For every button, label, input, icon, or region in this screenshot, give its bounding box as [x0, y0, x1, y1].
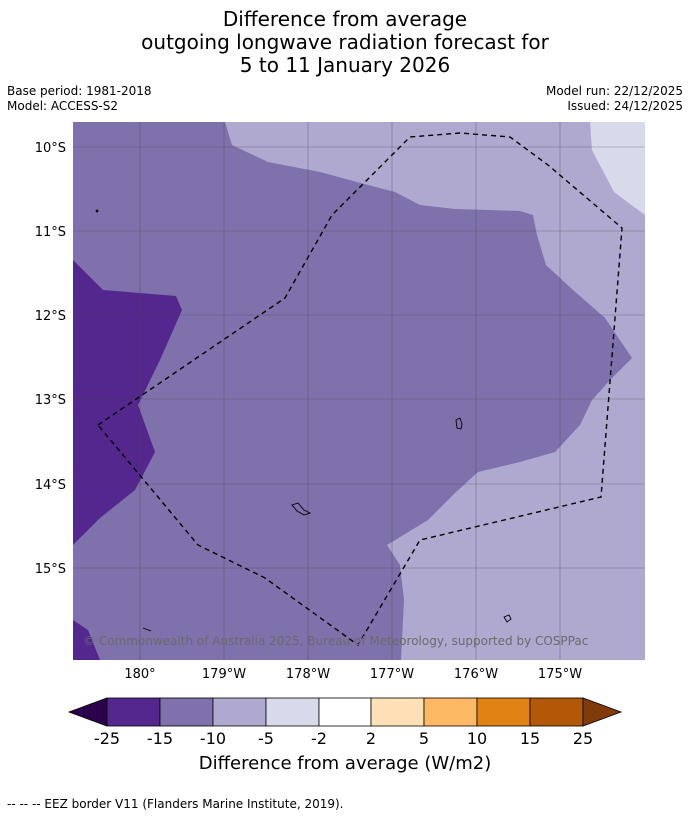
lat-label: 15°S: [35, 562, 66, 577]
island-2: [291, 502, 312, 516]
colorbar-tick: -2: [311, 729, 327, 748]
lat-label: 14°S: [35, 478, 66, 493]
colorbar-tick: 5: [418, 729, 430, 748]
lon-label: 177°W: [370, 667, 414, 682]
region-minus-25-to-15: [73, 260, 182, 545]
colorbar-swatch: [265, 697, 320, 727]
colorbar-swatch: [423, 697, 478, 727]
island-4: [142, 627, 152, 632]
colorbar-swatch: [318, 697, 372, 727]
model-run: Model run: 22/12/2025: [545, 84, 683, 98]
colorbar-tick: -5: [258, 729, 274, 748]
issued-date: Issued: 24/12/2025: [567, 99, 683, 113]
lat-labels: 10°S 11°S 12°S 13°S 14°S 15°S: [35, 141, 66, 577]
island-3: [503, 614, 512, 623]
map-title: Difference from average outgoing longwav…: [0, 8, 690, 77]
gridlines: [73, 122, 645, 660]
island-1: [455, 417, 463, 430]
lon-label: 179°W: [202, 667, 246, 682]
colorbar-swatch: [476, 697, 531, 727]
lat-label: 10°S: [35, 141, 66, 156]
colorbar-extend-high: [582, 697, 623, 727]
lon-labels: 180° 179°W 178°W 177°W 176°W 175°W: [124, 667, 582, 682]
colorbar-tick: 2: [365, 729, 377, 748]
islands: [95, 209, 512, 632]
lon-label: 178°W: [286, 667, 330, 682]
lat-label: 11°S: [35, 225, 66, 240]
colorbar-tick: 10: [466, 729, 488, 748]
map-area: [73, 122, 645, 660]
colorbar-tick: 25: [572, 729, 594, 748]
eez-legend-note: -- -- -- EEZ border V11 (Flanders Marine…: [7, 797, 344, 811]
region-minus-15-to-10: [73, 122, 632, 660]
lat-label: 13°S: [35, 393, 66, 408]
colorbar-tick: -15: [146, 729, 174, 748]
colorbar-swatch: [159, 697, 214, 727]
colorbar-tick: 15: [519, 729, 541, 748]
colorbar-extend-low: [67, 697, 108, 727]
colorbar-swatch: [212, 697, 267, 727]
title-line-1: Difference from average: [222, 7, 468, 31]
meta-left: Base period: 1981-2018 Model: ACCESS-S2: [7, 84, 152, 114]
lon-label: 175°W: [538, 667, 582, 682]
colorbar: [67, 697, 623, 727]
region-minus-25-to-15-south: [73, 620, 100, 660]
lon-label: 176°W: [454, 667, 498, 682]
copyright-text: © Commonwealth of Australia 2025, Bureau…: [83, 634, 588, 648]
colorbar-tick: -10: [199, 729, 227, 748]
colorbar-swatch: [529, 697, 584, 727]
colorbar-swatch: [106, 697, 161, 727]
title-line-3: 5 to 11 January 2026: [239, 53, 451, 77]
meta-right: Model run: 22/12/2025 Issued: 24/12/2025: [546, 84, 683, 114]
title-line-2: outgoing longwave radiation forecast for: [141, 30, 549, 54]
island-5: [95, 209, 99, 213]
lat-label: 12°S: [35, 309, 66, 324]
colorbar-tick: -25: [93, 729, 121, 748]
lon-label: 180°: [124, 667, 155, 682]
region-minus-5-to-2: [590, 122, 645, 215]
base-period: Base period: 1981-2018: [7, 84, 152, 98]
colorbar-label: Difference from average (W/m2): [198, 753, 492, 774]
colorbar-swatch: [370, 697, 425, 727]
model-name: Model: ACCESS-S2: [7, 99, 119, 113]
colorbar-ticks: -25 -15 -10 -5 -2 2 5 10 15 25: [0, 729, 690, 749]
